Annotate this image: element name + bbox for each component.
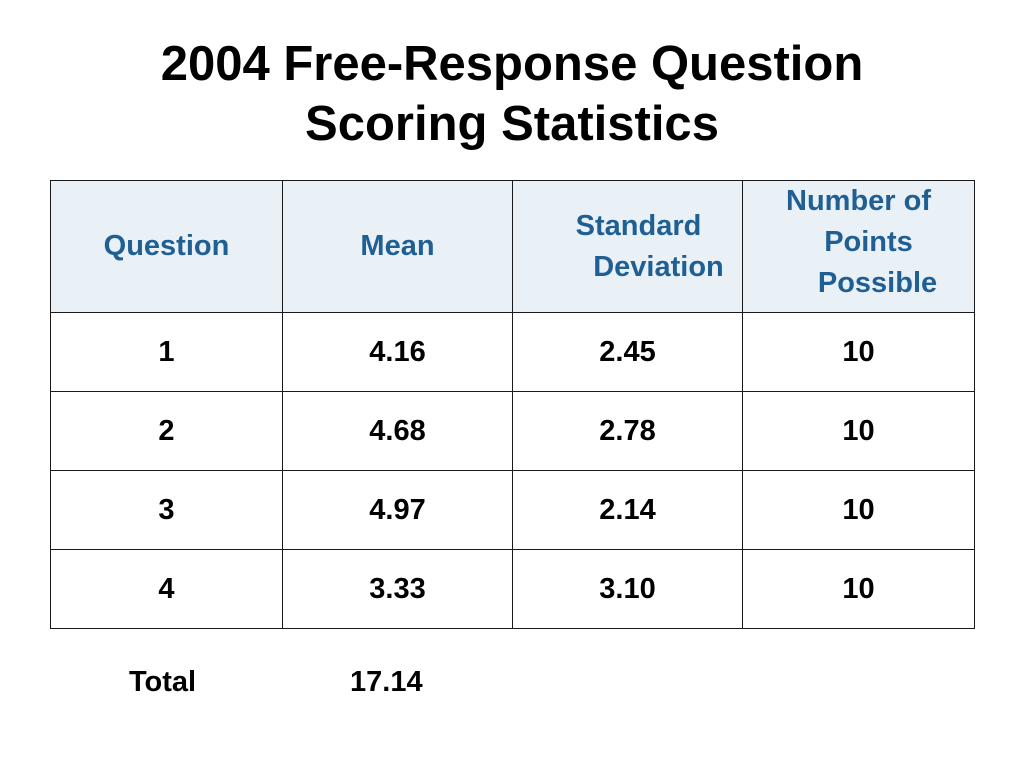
cell-question: 1 xyxy=(50,312,283,392)
table-row: 1 4.16 2.45 10 xyxy=(50,312,975,392)
cell-question: 2 xyxy=(50,391,283,471)
title-line-1: 2004 Free-Response Question xyxy=(160,37,864,91)
title-line-2: Scoring Statistics xyxy=(305,97,719,151)
cell-points: 10 xyxy=(742,391,975,471)
cell-points: 10 xyxy=(742,549,975,629)
cell-sd: 2.45 xyxy=(512,312,743,392)
cell-sd: 2.78 xyxy=(512,391,743,471)
cell-mean: 4.97 xyxy=(282,470,513,550)
cell-mean: 4.68 xyxy=(282,391,513,471)
total-label: Total xyxy=(129,666,197,698)
total-value: 17.14 xyxy=(350,666,423,698)
header-sd-line-2: Deviation xyxy=(593,250,724,283)
table-row: 2 4.68 2.78 10 xyxy=(50,391,975,471)
scoring-statistics-table: Question Mean Standard Deviation Number … xyxy=(50,180,975,629)
table-row: 3 4.97 2.14 10 xyxy=(50,470,975,550)
header-points-line-2: Points xyxy=(824,226,913,258)
header-points-possible: Number of Points Possible xyxy=(742,180,975,313)
table-row: 4 3.33 3.10 10 xyxy=(50,549,975,629)
header-standard-deviation: Standard Deviation xyxy=(512,180,743,313)
cell-sd: 3.10 xyxy=(512,549,743,629)
cell-points: 10 xyxy=(742,470,975,550)
table-header-row: Question Mean Standard Deviation Number … xyxy=(50,180,975,313)
cell-question: 3 xyxy=(50,470,283,550)
cell-mean: 4.16 xyxy=(282,312,513,392)
cell-sd: 2.14 xyxy=(512,470,743,550)
header-question: Question xyxy=(50,180,283,313)
header-sd-line-1: Standard xyxy=(575,209,702,242)
cell-points: 10 xyxy=(742,312,975,392)
cell-question: 4 xyxy=(50,549,283,629)
header-points-line-1: Number of xyxy=(786,185,931,217)
header-mean: Mean xyxy=(282,180,513,313)
header-points-line-3: Possible xyxy=(817,267,938,299)
slide-title: 2004 Free-Response Question Scoring Stat… xyxy=(0,34,1024,154)
cell-mean: 3.33 xyxy=(282,549,513,629)
